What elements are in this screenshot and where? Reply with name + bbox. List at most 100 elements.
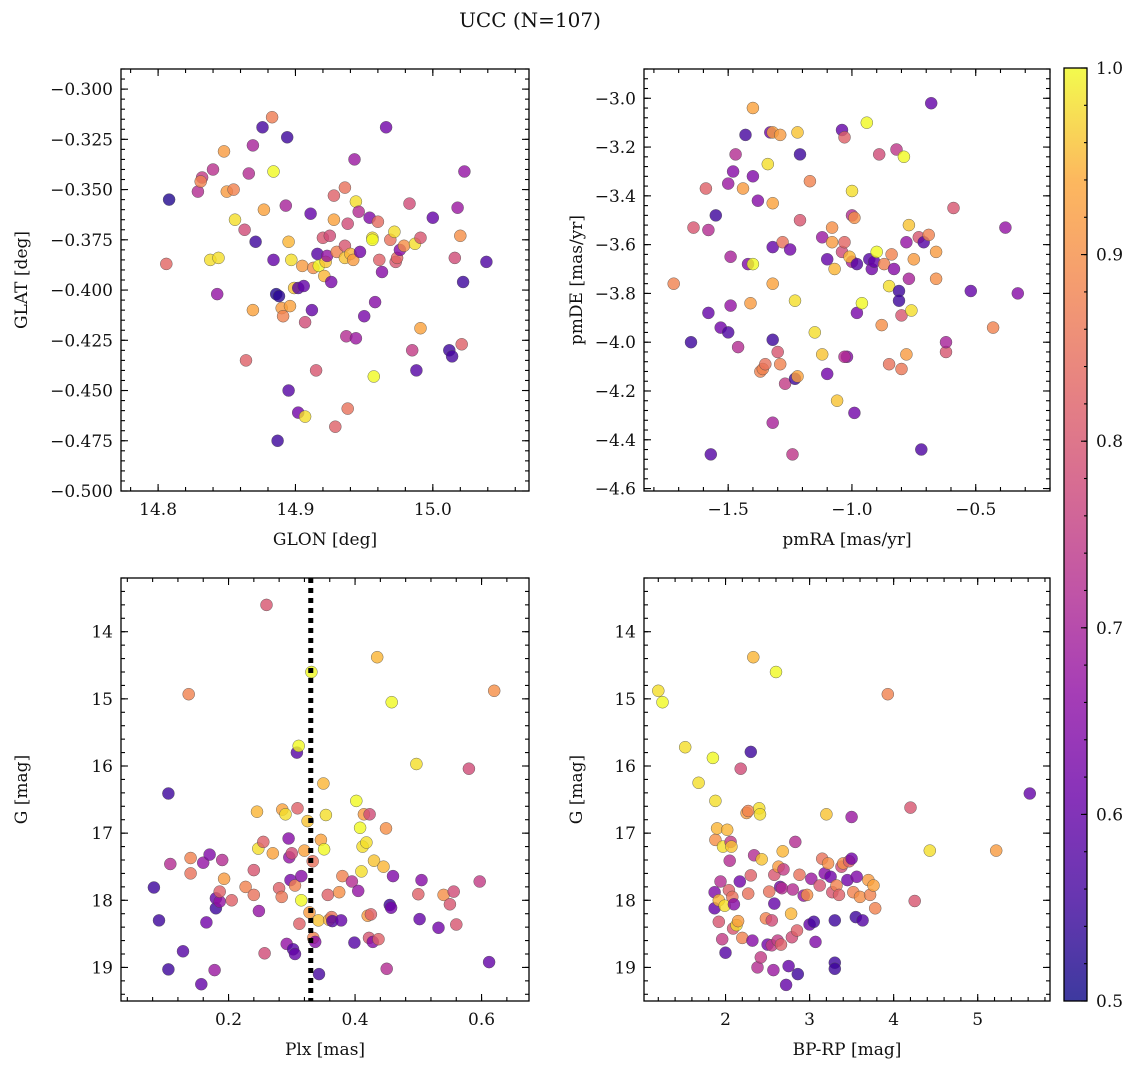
data-point: [1011, 287, 1024, 300]
data-point: [288, 879, 302, 892]
data-point: [358, 310, 371, 323]
data-point: [850, 257, 864, 271]
data-point: [353, 245, 367, 259]
y-tick-label: 18: [91, 891, 113, 911]
data-point: [881, 688, 894, 701]
data-point: [692, 776, 705, 789]
data-point: [182, 688, 195, 701]
data-point: [766, 333, 779, 346]
data-point: [679, 741, 692, 754]
data-point: [152, 914, 166, 927]
data-point: [821, 857, 835, 870]
data-point: [791, 370, 804, 383]
data-point: [784, 907, 798, 920]
data-point: [345, 875, 359, 888]
x-tick-label: −1.5: [708, 500, 749, 520]
x-axis-label: BP-RP [mag]: [793, 1040, 902, 1060]
colorbar-tick-label: 0.6: [1096, 805, 1123, 825]
data-point: [791, 967, 804, 981]
colorbar-gradient: [1064, 68, 1087, 1001]
data-point: [727, 898, 741, 911]
y-tick-label: 19: [91, 958, 113, 978]
data-point: [282, 384, 295, 397]
x-tick-label: 15.0: [414, 500, 452, 520]
data-point: [271, 434, 284, 447]
data-point: [247, 863, 261, 877]
data-point: [162, 193, 176, 206]
data-point: [753, 808, 767, 821]
data-point: [285, 253, 298, 267]
x-tick-label: 14.8: [139, 500, 177, 520]
data-point: [892, 294, 906, 307]
data-point: [363, 808, 376, 821]
data-point: [923, 844, 936, 857]
data-point: [480, 255, 493, 269]
data-point: [341, 402, 354, 415]
data-point: [929, 272, 943, 285]
data-point: [473, 875, 486, 888]
data-point: [323, 229, 336, 243]
y-tick-label: 19: [614, 958, 636, 978]
data-point: [739, 128, 752, 142]
data-point: [147, 881, 161, 894]
data-point: [870, 245, 883, 259]
data-point: [877, 257, 891, 271]
data-point: [759, 358, 772, 371]
data-point: [297, 279, 310, 293]
data-point: [723, 854, 736, 867]
data-point: [684, 336, 698, 349]
data-point: [305, 303, 319, 317]
colorbar: 0.5 0.6 0.7 0.8 0.9 1.0: [1063, 59, 1123, 1012]
data-point: [252, 904, 266, 918]
data-point: [746, 101, 760, 115]
data-point: [825, 235, 839, 249]
y-tick-label: 14: [614, 623, 636, 643]
data-point: [821, 367, 834, 381]
data-point: [282, 235, 295, 249]
data-point: [397, 239, 411, 253]
data-point: [793, 213, 807, 227]
data-point: [873, 148, 886, 161]
data-point: [227, 183, 240, 196]
data-point: [293, 917, 306, 930]
data-point: [455, 338, 468, 351]
data-point: [885, 248, 898, 261]
data-point: [213, 885, 226, 898]
data-point: [767, 963, 780, 977]
data-point: [824, 870, 837, 883]
x-tick-label: 2: [720, 1010, 731, 1030]
data-point: [771, 345, 784, 359]
panel-plx-g: 0.2 0.4 0.6 14 15 16 17 18 19 Plx [mas] G [mag]: [12, 577, 530, 1060]
data-point: [200, 916, 213, 929]
data-point: [413, 912, 426, 926]
data-point: [375, 265, 389, 279]
data-point: [746, 257, 760, 271]
data-point: [239, 880, 252, 894]
data-point: [848, 406, 861, 420]
data-point: [206, 163, 220, 176]
data-point: [256, 121, 269, 134]
data-point: [895, 362, 908, 376]
data-point: [845, 852, 858, 865]
y-axis-label: G [mag]: [567, 755, 587, 824]
data-point: [769, 665, 783, 679]
data-point: [373, 253, 386, 267]
x-tick-label: −0.5: [955, 500, 996, 520]
x-axis-label: GLON [deg]: [273, 530, 377, 550]
data-point: [652, 684, 665, 697]
data-point: [776, 845, 789, 858]
y-axis-label: G [mag]: [12, 755, 32, 824]
data-point: [246, 303, 260, 317]
data-point: [266, 847, 279, 860]
data-point: [782, 959, 795, 973]
data-point: [364, 908, 378, 921]
data-point: [706, 751, 720, 765]
data-point: [800, 888, 814, 902]
data-point: [275, 890, 288, 904]
x-tick-label: 0.2: [215, 1010, 242, 1030]
data-point: [838, 235, 851, 249]
data-point: [371, 215, 385, 228]
data-point: [805, 872, 818, 885]
data-point: [217, 872, 231, 885]
data-point: [726, 165, 740, 178]
